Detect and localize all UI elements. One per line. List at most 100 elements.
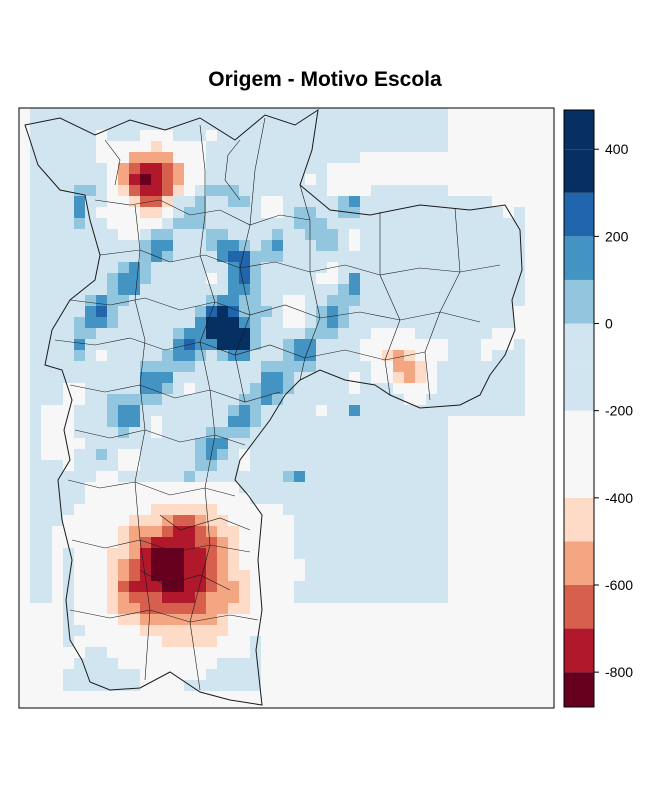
heatmap-cell [481,306,493,318]
heatmap-cell [250,119,262,131]
heatmap-cell [547,273,554,285]
heatmap-cell [272,207,284,219]
colorbar-segment [564,672,594,707]
heatmap-cell [382,251,394,263]
colorbar-frame [563,109,595,708]
heatmap-cell [63,174,75,186]
heatmap-cell [63,372,75,384]
heatmap-cell [514,152,526,164]
heatmap-cell [140,515,152,527]
heatmap-cell [305,680,317,692]
heatmap-cell [305,339,317,351]
heatmap-cell [118,603,130,615]
heatmap-cell [272,460,284,472]
heatmap-cell [437,141,449,153]
heatmap-cell [404,119,416,131]
heatmap-cell [481,669,493,681]
plot-frame [18,107,555,709]
heatmap-cell [371,581,383,593]
heatmap-cell [371,361,383,373]
heatmap-cell [261,218,273,230]
heatmap-cell [107,504,119,516]
heatmap-cell [63,592,75,604]
heatmap-cell [272,350,284,362]
heatmap-cell [162,361,174,373]
heatmap-cell [294,427,306,439]
heatmap-cell [470,229,482,241]
heatmap-cell [371,493,383,505]
heatmap-cell [349,196,361,208]
heatmap-cell [239,306,251,318]
heatmap-cell [118,207,130,219]
heatmap-cell [250,471,262,483]
heatmap-cell [360,394,372,406]
heatmap-cell [448,328,460,340]
heatmap-cell [184,328,196,340]
heatmap-cell [206,636,218,648]
heatmap-cell [437,185,449,197]
heatmap-cell [206,306,218,318]
heatmap-cell [239,251,251,263]
heatmap-cell [459,295,471,307]
heatmap-cell [63,229,75,241]
heatmap-cell [360,108,372,120]
heatmap-cell [96,427,108,439]
heatmap-cell [481,438,493,450]
heatmap-cell [294,416,306,428]
heatmap-cell [536,603,548,615]
heatmap-cell [470,636,482,648]
heatmap-cell [85,603,97,615]
heatmap-cell [184,449,196,461]
heatmap-cell [393,262,405,274]
heatmap-cell [294,306,306,318]
heatmap-cell [547,702,554,708]
heatmap-cell [184,218,196,230]
heatmap-cell [459,427,471,439]
heatmap-cell [371,273,383,285]
heatmap-cell [514,504,526,516]
heatmap-cell [393,306,405,318]
heatmap-cell [261,592,273,604]
heatmap-cell [228,614,240,626]
heatmap-cell [536,592,548,604]
heatmap-cell [426,284,438,296]
heatmap-cell [250,416,262,428]
heatmap-cell [404,196,416,208]
heatmap-cell [327,317,339,329]
heatmap-cells [19,108,554,708]
heatmap-cell [162,658,174,670]
heatmap-cell [272,449,284,461]
heatmap-cell [283,218,295,230]
heatmap-cell [492,317,504,329]
heatmap-cell [261,702,273,708]
heatmap-cell [448,130,460,142]
heatmap-cell [206,229,218,241]
heatmap-cell [184,515,196,527]
heatmap-cell [217,317,229,329]
heatmap-cell [184,108,196,120]
heatmap-cell [503,691,515,703]
heatmap-cell [437,449,449,461]
heatmap-cell [118,680,130,692]
heatmap-cell [195,328,207,340]
heatmap-cell [503,361,515,373]
heatmap-cell [393,658,405,670]
heatmap-cell [129,669,141,681]
heatmap-cell [382,295,394,307]
heatmap-cell [96,372,108,384]
heatmap-cell [63,669,75,681]
heatmap-cell [107,174,119,186]
heatmap-cell [129,262,141,274]
heatmap-cell [525,449,537,461]
heatmap-cell [30,504,42,516]
heatmap-cell [360,196,372,208]
heatmap-cell [514,405,526,417]
heatmap-cell [349,251,361,263]
heatmap-cell [41,306,53,318]
heatmap-cell [206,240,218,252]
heatmap-cell [151,460,163,472]
heatmap-cell [151,317,163,329]
heatmap-cell [85,328,97,340]
heatmap-cell [393,438,405,450]
heatmap-cell [393,526,405,538]
